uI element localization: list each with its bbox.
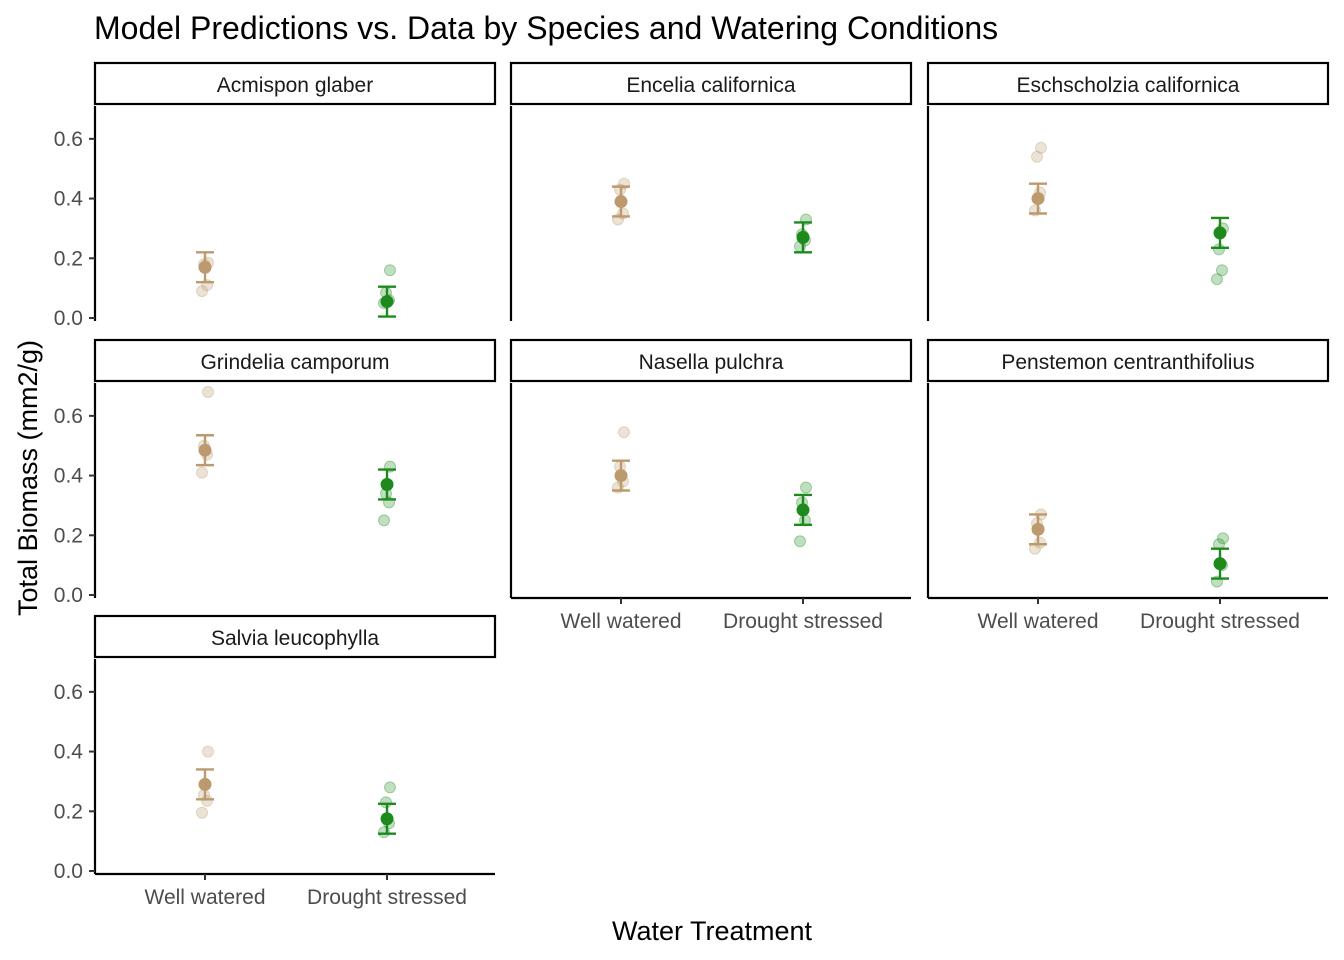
x-axis-title: Water Treatment (612, 916, 813, 946)
y-tick-label: 0.2 (54, 800, 83, 823)
facet-strip-label: Grindelia camporum (200, 351, 389, 374)
y-tick-label: 0.0 (54, 584, 83, 607)
observation-point (618, 426, 630, 439)
prediction-point (796, 503, 810, 517)
observation-point (1034, 536, 1046, 549)
facet-strip (926, 61, 1330, 106)
prediction-point (1213, 226, 1227, 240)
prediction-point (796, 230, 810, 244)
observation-point (1217, 532, 1229, 545)
y-tick-label: 0.2 (54, 524, 83, 547)
prediction-point (614, 195, 628, 209)
y-tick-label: 0.0 (54, 307, 83, 330)
x-tick-label: Well watered (978, 610, 1099, 633)
y-tick-label: 0.0 (54, 860, 83, 883)
y-axis-title: Total Biomass (mm2/g) (13, 340, 43, 616)
x-tick-label: Drought stressed (1140, 610, 1300, 633)
observation-point (196, 285, 208, 298)
observation-point (202, 385, 214, 398)
facet-strip (93, 614, 497, 659)
prediction-point (614, 469, 628, 483)
facet-panel: Acmispon glaber 0.0 0.2 0.4 0.6 (54, 61, 497, 330)
facet-strip-label: Encelia californica (626, 74, 796, 97)
facet-panel: Nasella pulchra Well watered Drought stres… (509, 338, 913, 633)
facet-panels: Acmispon glaber 0.0 0.2 0.4 0.6 Encelia calif… (54, 61, 1330, 909)
observation-point (202, 745, 214, 758)
facet-strip-label: Salvia leucophylla (211, 627, 379, 650)
facet-strip-label: Nasella pulchra (639, 351, 784, 374)
facet-strip (926, 338, 1330, 383)
observation-point (196, 466, 208, 479)
facet-strip (509, 61, 913, 106)
y-tick-label: 0.4 (54, 741, 84, 764)
facet-panel: Salvia leucophylla 0.0 0.2 0.4 0.6 Well water… (54, 614, 497, 909)
prediction-point (380, 812, 394, 826)
facet-strip-label: Eschscholzia californica (1017, 74, 1240, 97)
observation-point (378, 514, 390, 527)
y-tick-label: 0.6 (54, 128, 83, 151)
observation-point (1031, 150, 1043, 163)
prediction-point (198, 777, 212, 791)
observation-point (384, 781, 396, 794)
prediction-point (1213, 557, 1227, 571)
y-tick-label: 0.2 (54, 247, 83, 270)
prediction-point (198, 260, 212, 274)
facet-panel: Eschscholzia californica (926, 61, 1330, 321)
observation-point (1211, 273, 1223, 286)
prediction-point (1031, 522, 1045, 536)
prediction-point (380, 295, 394, 309)
x-tick-label: Drought stressed (723, 610, 883, 633)
prediction-point (198, 443, 212, 457)
y-tick-label: 0.6 (54, 405, 83, 428)
facet-strip-label: Penstemon centranthifolius (1001, 351, 1254, 374)
observation-point (1216, 264, 1228, 277)
y-tick-label: 0.4 (54, 465, 84, 488)
x-tick-label: Well watered (145, 886, 266, 909)
x-tick-label: Drought stressed (307, 886, 467, 909)
prediction-point (1031, 192, 1045, 206)
facet-panel: Penstemon centranthifolius Well watered Dr… (926, 338, 1330, 633)
y-tick-label: 0.6 (54, 681, 83, 704)
x-tick-label: Well watered (561, 610, 682, 633)
chart-title: Model Predictions vs. Data by Species an… (94, 10, 998, 46)
observation-point (384, 264, 396, 277)
facet-strip (93, 61, 497, 106)
facet-strip-label: Acmispon glaber (217, 74, 373, 97)
facet-strip (93, 338, 497, 383)
observation-point (800, 481, 812, 494)
observation-point (1035, 141, 1047, 154)
y-tick-label: 0.4 (54, 188, 84, 211)
observation-point (196, 806, 208, 819)
facet-strip (509, 338, 913, 383)
prediction-point (380, 478, 394, 492)
facet-panel: Encelia californica (509, 61, 913, 321)
observation-point (794, 535, 806, 548)
facet-panel: Grindelia camporum 0.0 0.2 0.4 0.6 (54, 338, 497, 607)
